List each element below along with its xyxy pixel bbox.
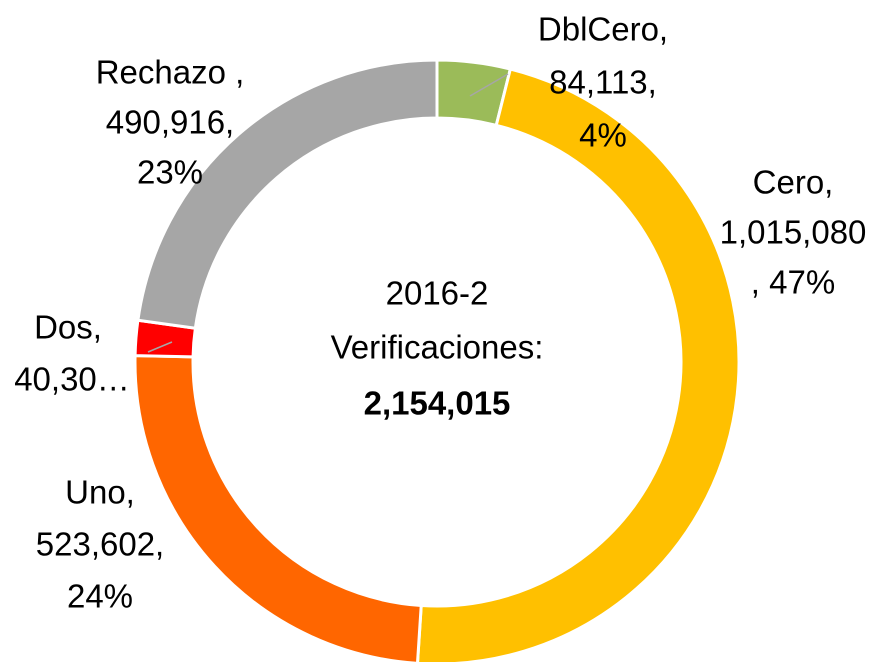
donut [133, 58, 741, 662]
center-label: Verificaciones: [331, 329, 544, 366]
data-label: Uno, [65, 474, 135, 511]
leader-line [147, 341, 173, 353]
data-label: 1,015,080 [720, 214, 867, 251]
data-label: 84,113, [549, 64, 657, 101]
data-label: 490,916, [106, 104, 234, 141]
data-label: Rechazo , [96, 54, 245, 91]
data-label: 40,30… [14, 361, 130, 398]
donut-slice [416, 67, 741, 662]
data-label: 24% [67, 578, 133, 615]
data-label: Cero, [753, 164, 834, 201]
total-label: 2,154,015 [364, 385, 511, 422]
data-label: 23% [137, 154, 203, 191]
data-label: DblCero, [538, 11, 668, 48]
data-label: 523,602, [36, 526, 164, 563]
data-label: , 47% [751, 264, 835, 301]
data-label: Dos, [34, 309, 102, 346]
center-label: 2016-2 [386, 275, 489, 312]
data-label: 4% [579, 117, 627, 154]
leader-line [469, 73, 509, 97]
donut-slice [136, 58, 439, 330]
